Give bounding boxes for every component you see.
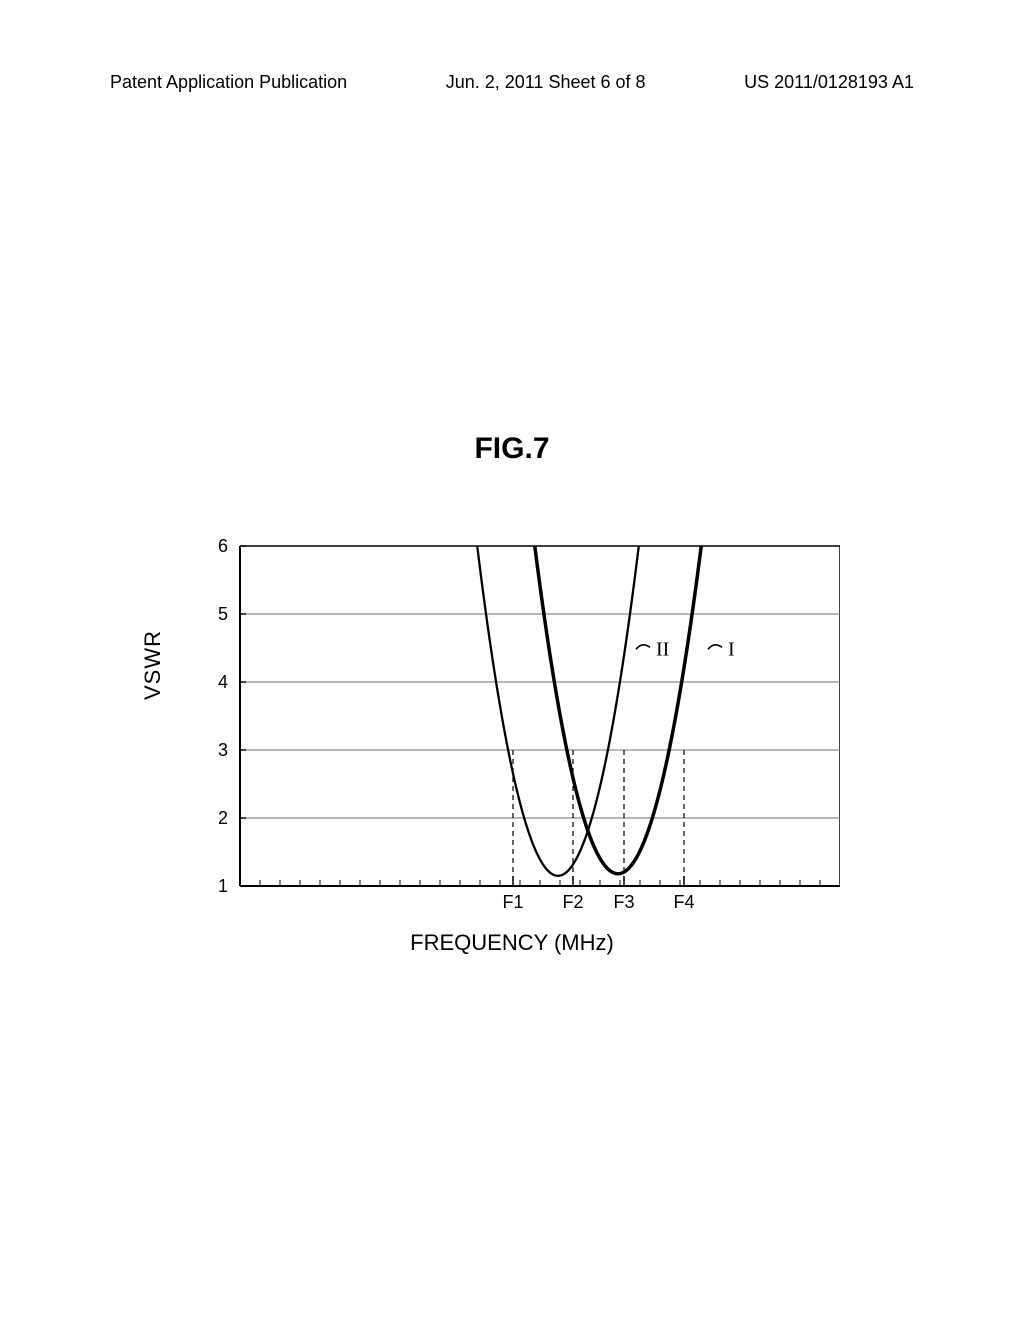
svg-text:II: II <box>656 638 669 660</box>
x-axis-label: FREQUENCY (MHz) <box>0 930 1024 956</box>
svg-text:F3: F3 <box>613 892 634 912</box>
vswr-chart: 123456F1F2F3F4III <box>200 536 840 936</box>
svg-text:2: 2 <box>218 808 228 828</box>
svg-text:6: 6 <box>218 536 228 556</box>
svg-text:F1: F1 <box>502 892 523 912</box>
y-axis-label: VSWR <box>140 630 166 700</box>
svg-text:4: 4 <box>218 672 228 692</box>
header-right: US 2011/0128193 A1 <box>744 72 914 93</box>
svg-text:1: 1 <box>218 876 228 896</box>
svg-text:I: I <box>728 638 735 660</box>
figure-title: FIG.7 <box>0 432 1024 466</box>
svg-text:F2: F2 <box>562 892 583 912</box>
svg-text:F4: F4 <box>673 892 694 912</box>
svg-text:5: 5 <box>218 604 228 624</box>
header-left: Patent Application Publication <box>110 72 347 93</box>
page-header: Patent Application Publication Jun. 2, 2… <box>0 72 1024 93</box>
header-center: Jun. 2, 2011 Sheet 6 of 8 <box>446 72 646 93</box>
svg-text:3: 3 <box>218 740 228 760</box>
